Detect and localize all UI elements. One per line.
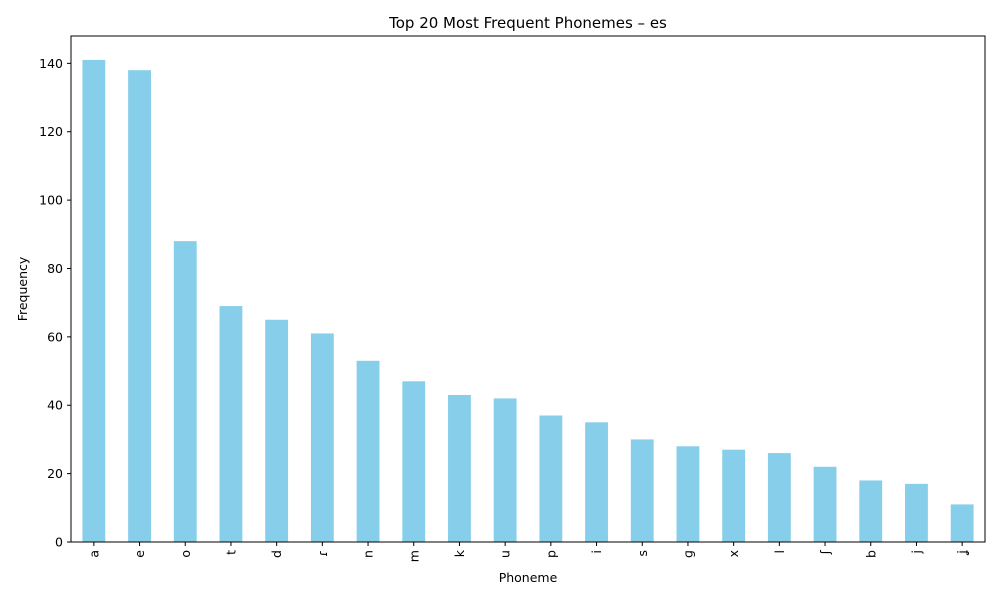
x-tick-label-17: b bbox=[863, 550, 878, 558]
bar-7 bbox=[402, 381, 426, 542]
y-tick-label-2: 40 bbox=[47, 398, 63, 413]
y-tick-label-6: 120 bbox=[39, 124, 63, 139]
x-tick-label-10: p bbox=[543, 550, 558, 558]
x-tick-label-0: a bbox=[86, 550, 101, 558]
bar-10 bbox=[539, 415, 563, 542]
plot-frame bbox=[70, 35, 986, 543]
x-axis-label: Phoneme bbox=[499, 570, 558, 585]
y-tick-label-1: 20 bbox=[47, 466, 63, 481]
y-tick-label-3: 60 bbox=[47, 329, 63, 344]
y-tick-label-0: 0 bbox=[55, 535, 63, 550]
x-tick-label-18: j bbox=[909, 550, 924, 554]
bar-16 bbox=[813, 466, 837, 542]
bar-19 bbox=[950, 504, 974, 542]
x-tick-label-7: m bbox=[406, 550, 421, 562]
x-tick-label-1: e bbox=[132, 550, 147, 558]
bar-12 bbox=[630, 439, 654, 542]
y-tick-label-5: 100 bbox=[39, 193, 63, 208]
x-tick-label-4: d bbox=[269, 550, 284, 558]
x-tick-label-6: n bbox=[361, 550, 376, 558]
bar-15 bbox=[767, 453, 791, 542]
bar-0 bbox=[82, 59, 106, 542]
x-tick-label-12: s bbox=[635, 550, 650, 557]
bar-17 bbox=[859, 480, 883, 542]
x-tick-label-15: l bbox=[772, 550, 787, 553]
x-tick-label-9: u bbox=[498, 550, 513, 558]
bar-14 bbox=[722, 449, 746, 542]
x-tick-label-3: t bbox=[223, 550, 238, 555]
bar-13 bbox=[676, 446, 700, 542]
bar-9 bbox=[493, 398, 517, 542]
x-tick-label-2: o bbox=[178, 550, 193, 558]
x-tick-label-5: ɾ bbox=[315, 550, 330, 557]
axes-layer: 0 20 40 60 80 100 120 140 a e o t d ɾ n m k u p i s ɡ x l ʃ b j ʝ bbox=[39, 35, 986, 562]
bar-18 bbox=[905, 483, 928, 542]
y-axis-label: Frequency bbox=[15, 256, 30, 321]
bar-2 bbox=[173, 241, 197, 542]
chart-title: Top 20 Most Frequent Phonemes – es bbox=[388, 14, 667, 32]
y-tick-label-7: 140 bbox=[39, 56, 63, 71]
bars-layer bbox=[82, 59, 974, 543]
bar-6 bbox=[356, 360, 380, 542]
x-tick-label-14: x bbox=[726, 550, 741, 557]
y-tick-label-4: 80 bbox=[47, 261, 63, 276]
bar-3 bbox=[219, 306, 243, 542]
bar-5 bbox=[310, 333, 334, 542]
x-tick-label-16: ʃ bbox=[818, 549, 833, 555]
bar-8 bbox=[448, 394, 471, 542]
x-tick-label-19: ʝ bbox=[955, 550, 970, 556]
x-tick-label-13: ɡ bbox=[680, 550, 695, 558]
bar-11 bbox=[585, 422, 608, 542]
x-tick-label-11: i bbox=[589, 550, 604, 553]
bar-4 bbox=[265, 319, 289, 542]
x-tick-label-8: k bbox=[452, 549, 467, 557]
bar-1 bbox=[128, 70, 151, 543]
